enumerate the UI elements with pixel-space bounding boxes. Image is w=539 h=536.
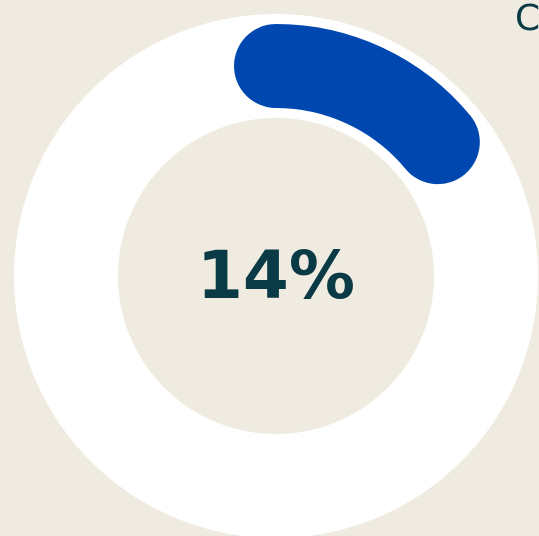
progress-arc [234,24,480,185]
progress-label: 14% [197,237,355,314]
caption: C [515,0,539,39]
